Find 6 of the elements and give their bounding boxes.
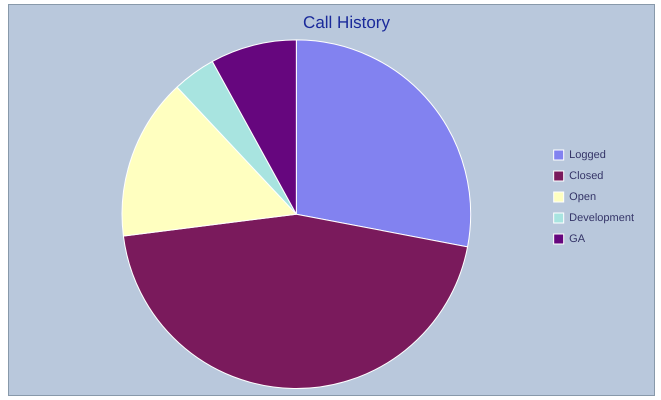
legend-label: Logged bbox=[569, 149, 606, 162]
chart-title: Call History bbox=[303, 12, 390, 32]
legend-label: GA bbox=[569, 233, 586, 246]
legend-label: Development bbox=[569, 212, 634, 224]
legend-label: Closed bbox=[569, 170, 604, 182]
legend-label: Open bbox=[569, 191, 596, 204]
